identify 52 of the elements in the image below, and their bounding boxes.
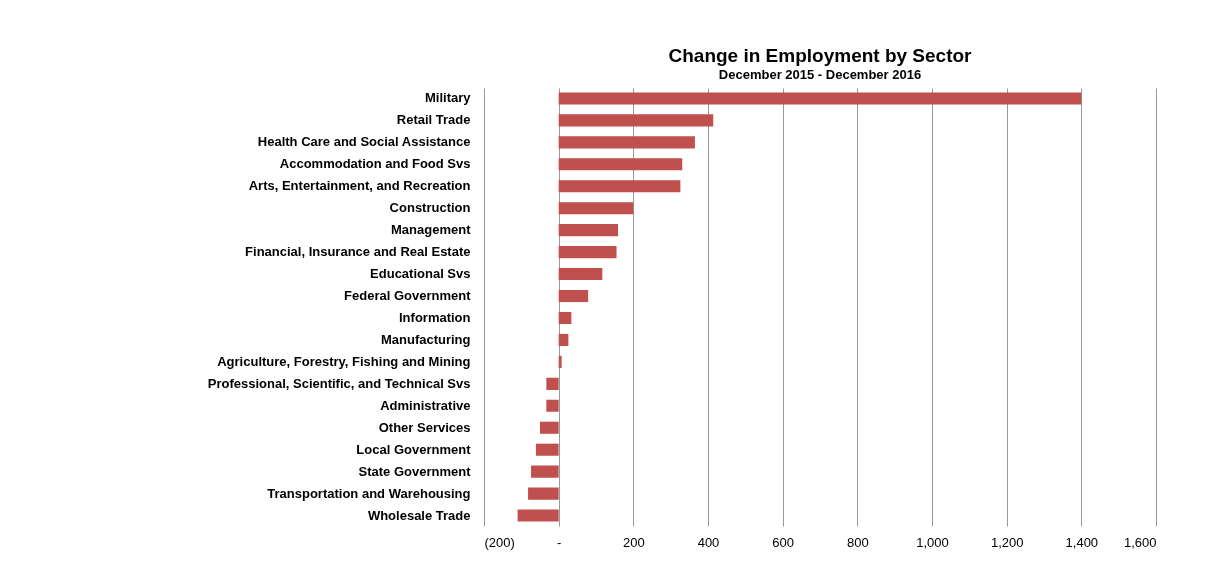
bar <box>558 246 617 259</box>
y-tick-label: Accommodation and Food Svs <box>279 156 471 172</box>
y-tick-label: Military <box>424 90 472 106</box>
y-tick-label: Local Government <box>356 441 472 457</box>
y-tick-label: Federal Government <box>344 288 472 304</box>
x-tick-label: (200) <box>484 534 515 550</box>
bar <box>558 355 562 368</box>
x-tick-label: 400 <box>697 534 720 550</box>
y-tick-label: Management <box>391 222 472 238</box>
x-tick-label: 600 <box>772 534 795 550</box>
y-tick-label: Manufacturing <box>380 331 471 347</box>
bar <box>558 224 619 237</box>
x-tick-label: 1,200 <box>990 534 1024 550</box>
bar <box>558 268 603 281</box>
chart-subtitle: December 2015 - December 2016 <box>718 67 922 82</box>
y-tick-label: Other Services <box>378 419 471 435</box>
bar <box>540 421 559 434</box>
bar <box>558 311 572 325</box>
bar <box>535 443 559 456</box>
x-tick-label: 200 <box>622 534 645 550</box>
y-tick-label: Professional, Scientific, and Technical Svs <box>207 375 471 391</box>
bar <box>558 158 683 171</box>
bar <box>531 465 559 478</box>
bar <box>546 399 559 412</box>
bar <box>558 180 681 193</box>
x-tick-label: - <box>556 534 562 550</box>
bar <box>558 114 714 127</box>
x-tick-label: 800 <box>846 534 869 550</box>
bar <box>528 487 559 500</box>
bar <box>517 509 559 522</box>
y-tick-label: Construction <box>389 200 471 216</box>
y-tick-label: Health Care and Social Assistance <box>257 134 471 150</box>
y-tick-label: Financial, Insurance and Real Estate <box>245 244 471 260</box>
y-tick-label: Retail Trade <box>396 112 471 128</box>
y-tick-label: Arts, Entertainment, and Recreation <box>248 178 471 194</box>
y-tick-label: Information <box>399 309 471 325</box>
x-tick-label: 1,400 <box>1065 534 1099 550</box>
chart-title: Change in Employment by Sector <box>668 45 973 66</box>
y-tick-label: Educational Svs <box>370 266 471 282</box>
y-tick-label: State Government <box>358 463 472 479</box>
y-tick-label: Agriculture, Forestry, Fishing and Mining <box>217 353 471 369</box>
bar <box>558 202 634 215</box>
x-tick-label: 1,600 <box>1123 534 1157 550</box>
bar <box>558 333 569 346</box>
bar <box>558 136 695 149</box>
bar <box>558 289 589 303</box>
y-tick-label: Administrative <box>380 397 471 413</box>
y-tick-label: Wholesale Trade <box>367 507 471 523</box>
bar <box>558 92 1082 105</box>
y-tick-label: Transportation and Warehousing <box>267 485 471 501</box>
x-tick-label: 1,000 <box>916 534 949 550</box>
bar <box>546 377 559 390</box>
